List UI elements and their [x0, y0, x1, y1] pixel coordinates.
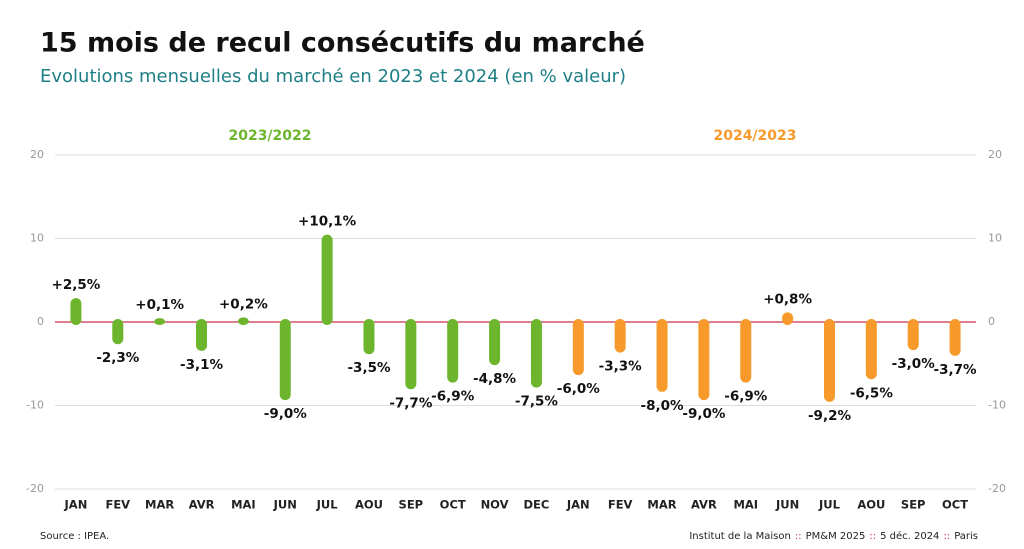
data-label: -3,0%: [892, 356, 936, 372]
data-label: -2,3%: [96, 350, 140, 366]
data-label: +2,5%: [52, 277, 101, 293]
bar: [237, 317, 249, 325]
bar: [447, 319, 459, 383]
data-label: -7,7%: [389, 395, 433, 411]
y2-tick-label: 0: [988, 315, 995, 328]
bar: [865, 319, 877, 380]
footer-part: Institut de la Maison: [689, 531, 791, 542]
bar: [782, 312, 794, 325]
x-tick-label: JUL: [818, 498, 841, 512]
footer-part: 5 déc. 2024: [880, 530, 939, 542]
bar: [196, 319, 208, 351]
y-tick-label: 0: [37, 315, 44, 328]
x-tick-label: JAN: [566, 498, 590, 512]
bar: [907, 319, 919, 351]
bar: [405, 319, 417, 390]
data-label: -3,7%: [934, 362, 978, 378]
data-label: -8,0%: [640, 398, 684, 414]
y-tick-label: 10: [30, 232, 44, 245]
x-tick-label: JUL: [316, 498, 339, 512]
footer-separator: ::: [795, 531, 802, 542]
footer-separator: ::: [869, 531, 876, 542]
x-tick-label: MAR: [647, 498, 676, 512]
y2-tick-label: -20: [988, 482, 1006, 495]
footer-part: Paris: [954, 531, 978, 542]
x-tick-label: DEC: [524, 498, 550, 512]
y-tick-label: 20: [30, 148, 44, 161]
data-label: -9,2%: [808, 408, 852, 424]
data-label: -6,5%: [850, 385, 894, 401]
footer-part: PM&M 2025: [806, 531, 866, 542]
bar: [614, 319, 626, 353]
group-label: 2023/2022: [228, 128, 311, 144]
x-tick-label: AOU: [355, 498, 383, 512]
bar: [949, 319, 961, 356]
bar: [112, 319, 124, 345]
bar: [740, 319, 752, 383]
x-tick-label: AVR: [691, 498, 717, 512]
y2-tick-label: 20: [988, 148, 1002, 161]
bar: [572, 319, 584, 376]
data-label: -3,3%: [599, 359, 643, 375]
y-tick-label: -20: [26, 482, 44, 495]
x-tick-label: AOU: [857, 498, 885, 512]
footer: Institut de la Maison:: PM&M 2025:: 5 déc.…: [689, 530, 978, 542]
x-tick-label: OCT: [440, 498, 466, 512]
data-label: -3,1%: [180, 357, 224, 373]
bar: [70, 298, 82, 325]
x-tick-label: AVR: [189, 498, 215, 512]
bar: [363, 319, 375, 355]
x-tick-label: JUN: [775, 498, 799, 512]
y2-tick-label: 10: [988, 232, 1002, 245]
data-label: -9,0%: [264, 406, 308, 422]
x-tick-label: SEP: [901, 498, 926, 512]
x-tick-label: MAR: [145, 498, 174, 512]
y2-tick-label: -10: [988, 399, 1006, 412]
chart-subtitle: Evolutions mensuelles du marché en 2023 …: [40, 66, 626, 87]
source: Source : IPEA.: [40, 531, 109, 542]
bar: [279, 319, 291, 401]
data-label: -6,9%: [724, 389, 768, 405]
data-label: +0,1%: [135, 297, 184, 313]
data-label: -6,0%: [557, 381, 601, 397]
x-tick-label: FEV: [105, 498, 130, 512]
x-tick-label: MAI: [733, 498, 758, 512]
x-tick-label: FEV: [608, 498, 633, 512]
data-label: -6,9%: [431, 389, 475, 405]
data-label: -3,5%: [347, 360, 391, 376]
data-label: -7,5%: [515, 394, 559, 410]
footer-separator: ::: [943, 531, 950, 542]
bar: [154, 318, 166, 325]
y-tick-label: -10: [26, 399, 44, 412]
bar: [321, 234, 333, 325]
bar: [489, 319, 501, 366]
bar: [530, 319, 542, 388]
data-label: +10,1%: [298, 214, 357, 230]
data-label: -9,0%: [682, 406, 726, 422]
chart-title: 15 mois de recul consécutifs du marché: [40, 28, 645, 59]
x-tick-label: JUN: [273, 498, 297, 512]
bar: [656, 319, 668, 392]
x-tick-label: SEP: [399, 498, 424, 512]
data-label: +0,8%: [763, 291, 812, 307]
x-tick-label: OCT: [942, 498, 968, 512]
bar: [698, 319, 710, 401]
x-tick-label: MAI: [231, 498, 256, 512]
bar: [823, 319, 835, 402]
data-label: +0,2%: [219, 296, 268, 312]
group-label: 2024/2023: [713, 128, 796, 144]
x-tick-label: NOV: [481, 498, 509, 512]
x-tick-label: JAN: [64, 498, 88, 512]
data-label: -4,8%: [473, 371, 517, 387]
